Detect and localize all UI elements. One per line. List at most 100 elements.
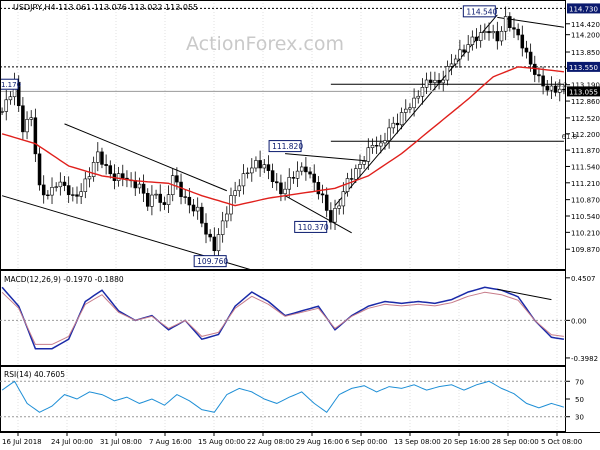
marked-price-label: 114.730 [569,5,598,13]
candle-body [391,122,396,129]
candle-body [250,167,254,174]
candle-body [121,173,125,179]
candle-body [533,63,537,75]
price-tick-label: 112.200 [571,131,600,139]
candle-body [545,85,550,91]
candle-body [29,117,33,120]
candle-body [179,181,183,197]
macd-tick-label: 0.00 [571,317,587,325]
candles [0,6,566,260]
price-tick-label: 113.190 [571,82,600,90]
annotations: 114.540 111.820 110.370 109.760 61.8 1.170 8.2 [0,5,578,268]
candle-body [204,222,208,235]
candle-body [487,31,491,34]
time-tick-label: 20 Sep 16:00 [443,438,490,446]
candle-body [374,145,379,147]
candle-body [437,79,441,84]
left-cut-label: 1.170 [1,81,21,89]
candle-body [399,112,404,126]
marked-price-label: 113.055 [569,88,598,96]
candle-body [262,164,267,169]
candle-body [287,177,291,190]
candle-body [150,194,154,207]
candle-body [491,31,495,34]
watermark-layer: ActionForex.com [186,33,344,55]
candle-body [241,173,246,187]
candle-body [4,99,8,112]
candle-body [154,193,158,196]
candle-body [333,208,337,223]
candle-body [54,186,58,188]
candle-body [104,164,108,166]
candle-body [503,16,508,32]
price-tick-label: 114.420 [571,21,600,29]
price-annotation-label: 111.820 [272,142,303,151]
candle-body [362,161,366,165]
marked-price-box [567,3,600,14]
macd-pane-frame [0,270,566,366]
macd-signal-line [1,291,564,345]
candle-body [187,196,192,206]
candle-body [141,183,146,194]
trend-line [284,195,352,234]
candle-body [395,122,400,126]
candle-body [0,111,4,113]
price-tick-label: 111.540 [571,163,600,171]
candle-body [295,170,300,179]
candle-body [320,193,325,196]
candle-body [175,175,179,183]
candle-body [79,191,83,197]
candle-body [237,185,242,192]
candle-body [87,176,92,180]
fib-label: 61.8 [562,133,578,141]
candle-body [528,51,533,65]
candle-body [33,117,38,155]
candle-body [379,142,383,147]
candle-body [449,63,454,67]
candle-body [441,79,445,84]
time-tick-label: 16 Jul 2018 [2,438,42,446]
candle-body [412,97,416,109]
candle-body [225,213,229,222]
rsi-tick-label: 30 [575,414,584,422]
price-annotation-label: 110.370 [298,223,329,232]
time-tick-label: 28 Sep 00:00 [492,438,539,446]
candle-body [478,32,483,41]
macd-tick-label: -0.3982 [571,355,598,363]
price-tick-label: 109.870 [571,246,600,254]
price-annotation-box [193,255,227,268]
candle-body [558,88,562,93]
candle-body [329,210,333,223]
left-cut-label-box [0,78,19,90]
candle-body [162,202,167,205]
candle-body [50,187,54,196]
price-annotation-label: 109.760 [197,257,228,266]
candle-body [508,16,512,28]
price-annotation-box [462,5,496,18]
candle-body [453,58,458,65]
candle-body [108,165,113,175]
candle-body [341,191,346,207]
candle-body [183,196,187,198]
candle-body [41,184,46,196]
candle-body [191,204,196,212]
rsi-tick-label: 50 [575,396,584,404]
price-annotation-box [294,220,328,233]
rsi-tick-label: 70 [575,378,584,386]
candle-body [312,173,316,183]
candle-body [266,164,271,171]
trend-line [334,14,498,206]
candle-body [324,194,329,211]
candle-body [516,28,520,36]
candle-body [66,185,71,195]
candle-body [433,79,437,83]
candle-body [420,87,425,97]
candle-body [495,31,500,42]
candle-body [291,177,296,179]
candle-body [470,36,475,45]
candle-body [499,30,504,42]
candle-body [428,79,433,83]
main-pane-frame [0,0,566,270]
candle-body [116,173,121,181]
candle-body [220,220,225,235]
